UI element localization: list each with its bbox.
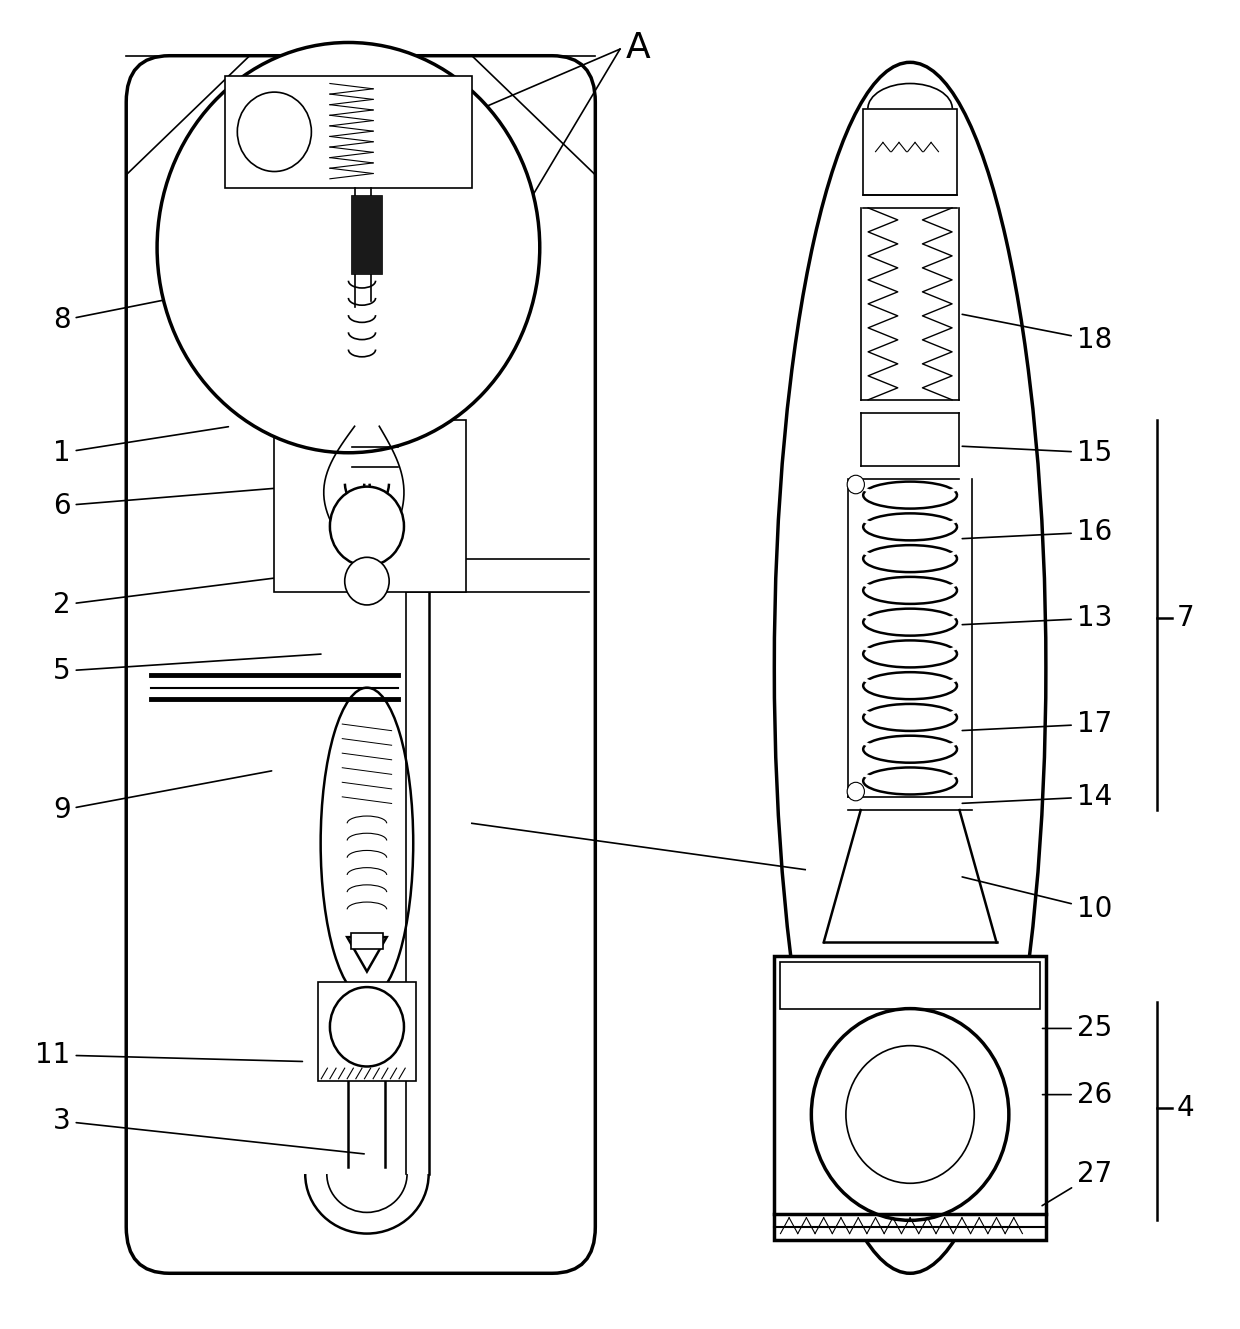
Text: 7: 7 [1177, 605, 1194, 633]
Text: 15: 15 [962, 439, 1112, 466]
Bar [774, 956, 1045, 1240]
Text: 25: 25 [1043, 1014, 1112, 1042]
Text: A: A [626, 31, 651, 65]
Circle shape [847, 476, 864, 494]
Text: 5: 5 [53, 654, 321, 686]
Text: 26: 26 [1043, 1080, 1112, 1108]
Text: 18: 18 [962, 315, 1112, 355]
Text: 8: 8 [53, 262, 358, 335]
Text: 2: 2 [53, 573, 321, 619]
Ellipse shape [321, 687, 413, 998]
Circle shape [345, 557, 389, 605]
Text: 6: 6 [53, 486, 303, 520]
Circle shape [847, 783, 864, 801]
Text: 3: 3 [53, 1107, 365, 1154]
Text: 13: 13 [962, 605, 1112, 633]
Circle shape [811, 1009, 1009, 1220]
Circle shape [846, 1046, 975, 1183]
Bar [351, 933, 383, 949]
Circle shape [330, 486, 404, 566]
Text: 16: 16 [962, 518, 1112, 546]
Bar [274, 420, 466, 591]
Ellipse shape [774, 62, 1045, 1273]
Text: 10: 10 [962, 877, 1112, 924]
Text: 11: 11 [36, 1041, 303, 1069]
Text: 17: 17 [962, 710, 1112, 738]
Text: 27: 27 [1042, 1160, 1112, 1205]
Bar [780, 962, 1039, 1009]
Circle shape [237, 92, 311, 171]
Text: 1: 1 [53, 427, 228, 466]
Text: 14: 14 [962, 783, 1112, 811]
FancyBboxPatch shape [126, 56, 595, 1273]
Text: 9: 9 [53, 771, 272, 824]
Bar [317, 982, 417, 1082]
Circle shape [157, 43, 539, 453]
Bar [224, 76, 472, 189]
Bar [863, 109, 957, 194]
Text: 4: 4 [1177, 1094, 1194, 1122]
Bar [351, 194, 382, 274]
Circle shape [330, 987, 404, 1066]
